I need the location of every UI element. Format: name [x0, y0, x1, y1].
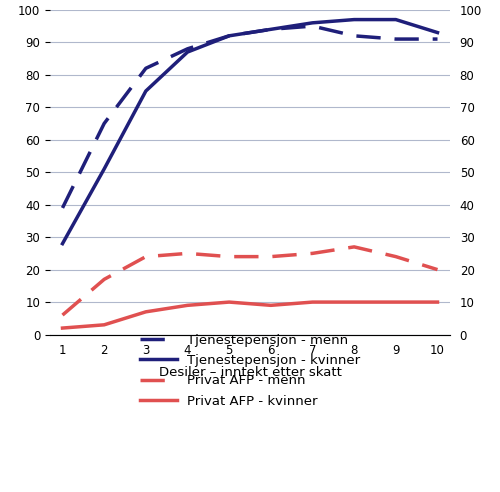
- Tjenestepensjon - menn: [310, 23, 316, 29]
- Tjenestepensjon - kvinner: [184, 49, 190, 55]
- Tjenestepensjon - menn: [226, 33, 232, 39]
- Privat AFP - kvinner: [226, 299, 232, 305]
- Tjenestepensjon - kvinner: [101, 166, 107, 172]
- Privat AFP - kvinner: [101, 322, 107, 328]
- Privat AFP - menn: [60, 312, 66, 318]
- Tjenestepensjon - menn: [143, 65, 149, 71]
- Privat AFP - menn: [101, 277, 107, 282]
- Privat AFP - menn: [268, 254, 274, 260]
- Tjenestepensjon - kvinner: [268, 27, 274, 32]
- Privat AFP - kvinner: [268, 303, 274, 308]
- Tjenestepensjon - menn: [101, 121, 107, 126]
- Tjenestepensjon - menn: [434, 36, 440, 42]
- Privat AFP - menn: [393, 254, 399, 260]
- Privat AFP - menn: [310, 250, 316, 256]
- Tjenestepensjon - kvinner: [351, 17, 357, 23]
- Privat AFP - menn: [434, 267, 440, 273]
- Privat AFP - kvinner: [310, 299, 316, 305]
- Tjenestepensjon - kvinner: [143, 88, 149, 94]
- Tjenestepensjon - menn: [351, 33, 357, 39]
- Privat AFP - kvinner: [184, 303, 190, 308]
- Privat AFP - kvinner: [60, 325, 66, 331]
- Privat AFP - kvinner: [351, 299, 357, 305]
- Tjenestepensjon - menn: [393, 36, 399, 42]
- Line: Tjenestepensjon - menn: Tjenestepensjon - menn: [62, 26, 438, 208]
- Privat AFP - kvinner: [393, 299, 399, 305]
- Privat AFP - menn: [226, 254, 232, 260]
- Tjenestepensjon - menn: [60, 205, 66, 211]
- Tjenestepensjon - kvinner: [60, 241, 66, 246]
- Tjenestepensjon - kvinner: [393, 17, 399, 23]
- Tjenestepensjon - kvinner: [226, 33, 232, 39]
- X-axis label: Desiler – inntekt etter skatt: Desiler – inntekt etter skatt: [158, 366, 342, 379]
- Tjenestepensjon - menn: [184, 46, 190, 52]
- Line: Privat AFP - kvinner: Privat AFP - kvinner: [62, 302, 438, 328]
- Privat AFP - kvinner: [434, 299, 440, 305]
- Tjenestepensjon - kvinner: [310, 20, 316, 26]
- Legend: Tjenestepensjon - menn, Tjenestepensjon - kvinner, Privat AFP - menn, Privat AFP: Tjenestepensjon - menn, Tjenestepensjon …: [140, 334, 360, 407]
- Privat AFP - menn: [351, 244, 357, 250]
- Tjenestepensjon - kvinner: [434, 30, 440, 35]
- Line: Privat AFP - menn: Privat AFP - menn: [62, 247, 438, 315]
- Line: Tjenestepensjon - kvinner: Tjenestepensjon - kvinner: [62, 20, 438, 244]
- Tjenestepensjon - menn: [268, 27, 274, 32]
- Privat AFP - kvinner: [143, 309, 149, 315]
- Privat AFP - menn: [184, 250, 190, 256]
- Privat AFP - menn: [143, 254, 149, 260]
